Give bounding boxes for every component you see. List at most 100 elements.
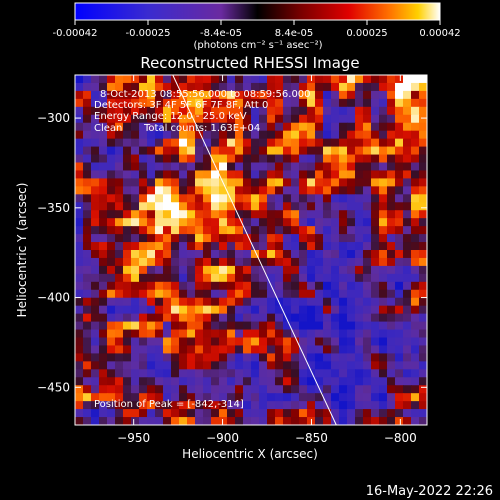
heatmap-cell	[251, 297, 260, 307]
heatmap-cell	[267, 321, 276, 331]
heatmap-cell	[315, 281, 324, 291]
heatmap-cell	[139, 265, 148, 275]
heatmap-cell	[235, 353, 244, 362]
heatmap-cell	[75, 377, 84, 386]
heatmap-cell	[283, 178, 292, 187]
heatmap-cell	[275, 337, 284, 347]
heatmap-cell	[315, 178, 324, 187]
heatmap-cell	[371, 210, 380, 219]
heatmap-cell	[339, 178, 348, 187]
heatmap-cell	[187, 385, 196, 394]
heatmap-cell	[299, 377, 308, 386]
heatmap-cell	[235, 242, 244, 251]
heatmap-cell	[291, 82, 300, 92]
heatmap-cell	[363, 417, 372, 425]
heatmap-image	[75, 75, 427, 425]
heatmap-cell	[251, 218, 260, 227]
heatmap-cell	[123, 361, 132, 370]
heatmap-cell	[123, 385, 132, 394]
heatmap-cell	[291, 130, 300, 140]
heatmap-cell	[211, 401, 220, 410]
heatmap-cell	[171, 297, 180, 307]
heatmap-cell	[163, 361, 172, 370]
heatmap-cell	[131, 361, 140, 370]
heatmap-cell	[363, 98, 372, 108]
heatmap-cell	[187, 75, 196, 84]
heatmap-cell	[203, 409, 212, 418]
heatmap-cell	[259, 321, 268, 331]
heatmap-cell	[403, 90, 412, 100]
heatmap-cell	[371, 345, 380, 354]
heatmap-cell	[379, 281, 388, 291]
heatmap-cell	[347, 210, 356, 219]
heatmap-cell	[339, 194, 348, 203]
heatmap-cell	[387, 242, 396, 251]
heatmap-cell	[355, 218, 364, 227]
heatmap-cell	[107, 242, 116, 251]
heatmap-cell	[419, 82, 427, 92]
heatmap-cell	[275, 210, 284, 219]
heatmap-cell	[315, 106, 324, 116]
heatmap-cell	[115, 90, 124, 100]
heatmap-cell	[235, 194, 244, 203]
heatmap-cell	[187, 146, 196, 156]
heatmap-cell	[379, 202, 388, 211]
heatmap-cell	[323, 393, 332, 402]
heatmap-cell	[291, 186, 300, 195]
heatmap-cell	[379, 75, 388, 84]
heatmap-cell	[179, 114, 188, 124]
heatmap-cell	[307, 138, 316, 148]
heatmap-cell	[139, 385, 148, 394]
heatmap-cell	[187, 154, 196, 164]
heatmap-cell	[315, 313, 324, 323]
heatmap-cell	[403, 313, 412, 323]
heatmap-cell	[75, 186, 84, 195]
heatmap-cell	[155, 114, 164, 124]
heatmap-cell	[203, 329, 212, 339]
heatmap-cell	[291, 90, 300, 100]
heatmap-cell	[315, 234, 324, 243]
heatmap-cell	[419, 345, 427, 354]
heatmap-cell	[371, 90, 380, 100]
heatmap-cell	[363, 226, 372, 235]
heatmap-cell	[83, 345, 92, 354]
heatmap-cell	[147, 297, 156, 307]
heatmap-cell	[147, 146, 156, 156]
heatmap-cell	[371, 401, 380, 410]
heatmap-cell	[291, 369, 300, 378]
heatmap-cell	[83, 377, 92, 386]
heatmap-cell	[347, 345, 356, 354]
heatmap-cell	[123, 210, 132, 219]
heatmap-cell	[419, 353, 427, 362]
heatmap-cell	[283, 122, 292, 132]
heatmap-cell	[195, 210, 204, 219]
heatmap-cell	[259, 178, 268, 187]
heatmap-cell	[107, 234, 116, 243]
heatmap-cell	[363, 130, 372, 140]
heatmap-cell	[299, 250, 308, 259]
heatmap-cell	[411, 114, 420, 124]
heatmap-cell	[115, 75, 124, 84]
heatmap-cell	[299, 138, 308, 148]
heatmap-cell	[243, 305, 252, 315]
heatmap-cell	[299, 130, 308, 140]
heatmap-cell	[99, 401, 108, 410]
heatmap-cell	[379, 313, 388, 323]
heatmap-cell	[251, 417, 260, 425]
heatmap-cell	[363, 210, 372, 219]
heatmap-cell	[99, 138, 108, 148]
heatmap-cell	[323, 178, 332, 187]
heatmap-cell	[163, 146, 172, 156]
heatmap-cell	[107, 273, 116, 283]
heatmap-cell	[107, 218, 116, 227]
heatmap-cell	[235, 361, 244, 370]
heatmap-cell	[243, 82, 252, 92]
heatmap-cell	[283, 234, 292, 243]
heatmap-cell	[339, 313, 348, 323]
heatmap-cell	[139, 114, 148, 124]
heatmap-cell	[387, 257, 396, 267]
heatmap-cell	[275, 321, 284, 331]
heatmap-cell	[267, 337, 276, 347]
heatmap-cell	[219, 385, 228, 394]
heatmap-cell	[187, 162, 196, 172]
